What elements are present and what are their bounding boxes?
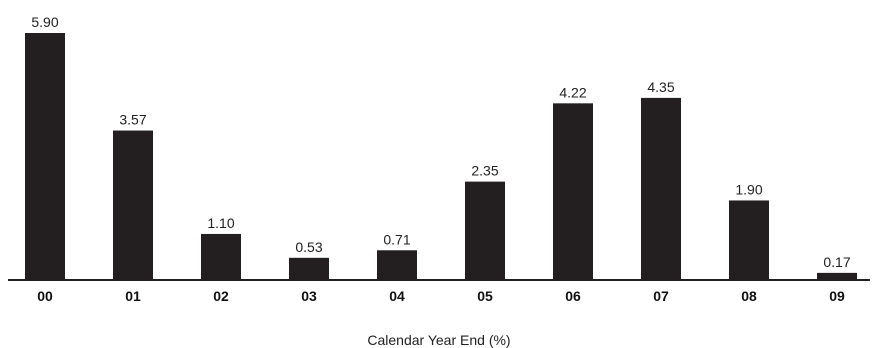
value-label-03: 0.53 <box>295 239 322 255</box>
bar-04 <box>377 250 417 280</box>
value-label-01: 3.57 <box>119 112 146 128</box>
category-label-00: 00 <box>37 288 53 304</box>
category-label-03: 03 <box>301 288 317 304</box>
bar-09 <box>817 272 857 280</box>
bar-06 <box>553 103 593 280</box>
value-label-09: 0.17 <box>823 254 850 270</box>
bar-03 <box>289 257 329 280</box>
bar-05 <box>465 181 505 280</box>
x-axis-title: Calendar Year End (%) <box>367 332 510 348</box>
value-label-08: 1.90 <box>735 181 762 197</box>
bar-08 <box>729 200 769 280</box>
bar-07 <box>641 97 681 280</box>
value-label-00: 5.90 <box>31 14 58 30</box>
value-label-07: 4.35 <box>647 79 674 95</box>
category-label-02: 02 <box>213 288 229 304</box>
category-label-07: 07 <box>653 288 669 304</box>
category-label-08: 08 <box>741 288 757 304</box>
category-label-05: 05 <box>477 288 493 304</box>
bar-02 <box>201 233 241 280</box>
bars-group <box>25 33 857 280</box>
value-label-04: 0.71 <box>383 231 410 247</box>
category-label-09: 09 <box>829 288 845 304</box>
category-label-06: 06 <box>565 288 581 304</box>
category-label-04: 04 <box>389 288 405 304</box>
value-label-05: 2.35 <box>471 163 498 179</box>
value-label-06: 4.22 <box>559 84 586 100</box>
bar-00 <box>25 33 65 280</box>
category-labels-group: 00 01 02 03 04 05 06 07 08 09 <box>37 288 845 304</box>
value-labels-group: 5.90 3.57 1.10 0.53 0.71 2.35 4.22 4.35 1.90 0.17 <box>31 14 850 270</box>
value-label-02: 1.10 <box>207 215 234 231</box>
bar-01 <box>113 130 153 280</box>
category-label-01: 01 <box>125 288 141 304</box>
